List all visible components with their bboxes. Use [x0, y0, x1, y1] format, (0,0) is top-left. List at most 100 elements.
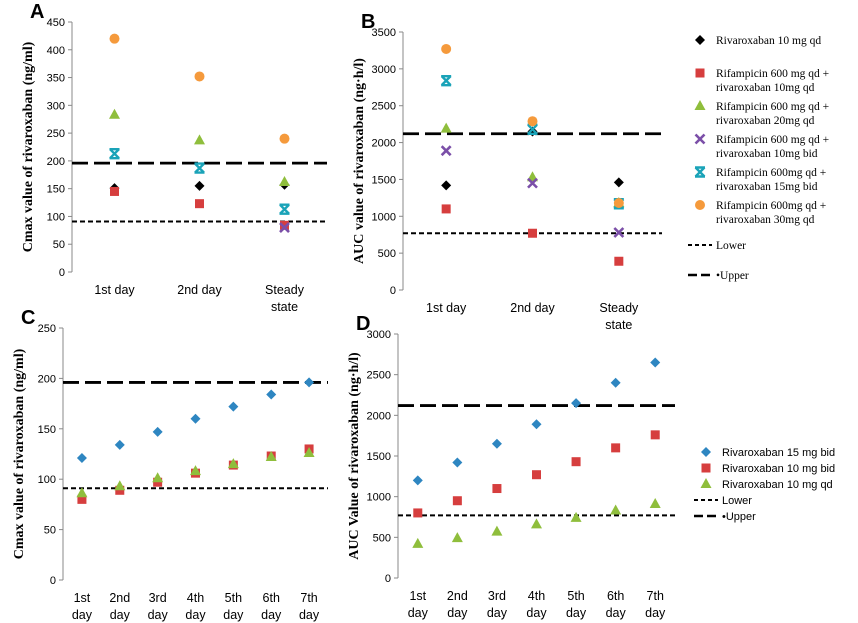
panel-b-point-s4-c1	[440, 145, 452, 157]
legend-top-label-1: Rivaroxaban 10 mg qd	[716, 35, 821, 47]
panel-a-point-s1-c2	[194, 180, 205, 191]
legend-bottom-label-2: Rivaroxaban 10 mg bid	[722, 463, 835, 475]
panel-c-point-s2-c1	[77, 494, 87, 504]
panel-a-ytick-label: 300	[47, 100, 65, 112]
panel-b-ytick-label: 500	[378, 248, 396, 260]
panel-c-point-s2-c3	[153, 477, 163, 487]
panel-c-ytick-label: 100	[38, 474, 56, 486]
legend-top-label-8: •Upper	[716, 270, 749, 282]
panel-c-xtick-label: 7th day	[299, 591, 320, 622]
legend-top-marker-3	[694, 100, 706, 110]
panel-c-point-s2-c2	[115, 485, 125, 495]
panel-d-xtick-label: 7th day	[645, 589, 666, 620]
legend-top-label-7: Lower	[716, 240, 746, 252]
panel-a-point-s2-c1	[110, 186, 119, 196]
panel-d-letter: D	[356, 313, 370, 335]
panel-c-xtick-label: 1st day	[72, 591, 93, 622]
panel-d-xtick-label: 1st day	[408, 589, 429, 620]
panel-a-ytick-label: 450	[47, 17, 65, 29]
panel-b-point-s2-c2	[528, 228, 537, 238]
panel-d-point-s2-c7	[650, 430, 660, 440]
panel-b-ytick-label: 2500	[372, 101, 396, 113]
panel-b-xtick-label: 2nd day	[510, 301, 555, 315]
panel-a-point-s6-c3	[279, 133, 290, 144]
panel-d-point-s2-c2	[452, 496, 462, 506]
legend-top-label-3: Rifampicin 600 mg qd + rivaroxaban 20mg q…	[716, 101, 829, 127]
panel-c-xtick-label: 2nd day	[109, 591, 130, 622]
panel-d-point-s3-c2	[451, 532, 463, 543]
panel-a-xtick-label: 2nd day	[177, 283, 222, 297]
panel-c-point-s3-c3	[152, 472, 164, 483]
panel-b-point-s3-c1	[440, 122, 452, 133]
panel-d-point-s1-c5	[571, 398, 582, 409]
panel-c-letter: C	[21, 307, 35, 329]
panel-d-ytick-label: 0	[385, 573, 391, 585]
panel-b-ytick-label: 3000	[372, 64, 396, 76]
panel-b-point-s2-c1	[441, 204, 451, 214]
panel-c-xtick-label: 4th day	[185, 591, 206, 622]
panel-a-ytick-label: 350	[47, 73, 65, 85]
panel-d-xtick-label: 4th day	[526, 589, 547, 620]
panel-d-ytick-label: 3000	[367, 329, 391, 341]
panel-b-point-s6-c1	[441, 43, 452, 54]
panel-b-letter: B	[361, 11, 375, 33]
panel-c-xtick-label: 6th day	[261, 591, 282, 622]
legend-top-label-5: Rifampicin 600mg qd + rivaroxaban 15mg bi…	[716, 167, 826, 193]
panel-b-chart: B 0 500 1000 1500 2000 2500 3000 3500 AUC value o…	[352, 11, 662, 332]
panel-d-point-s1-c4	[531, 419, 542, 430]
panel-b-xtick-label: 1st day	[426, 301, 467, 315]
panel-b-ytick-label: 3500	[372, 27, 396, 39]
panel-a-ytick-label: 50	[53, 239, 65, 251]
panel-c-point-s3-c7	[303, 446, 315, 457]
panel-d-xtick-label: 5th day	[566, 589, 587, 620]
panel-a-xtick-label: Steady state	[265, 283, 305, 314]
legend-bottom-marker-3	[700, 478, 712, 488]
panel-a-point-s4-c3	[279, 222, 290, 233]
panel-c-point-s1-c2	[114, 439, 125, 450]
panel-d-point-s3-c4	[531, 518, 542, 529]
panel-d-xtick-label: 3rd day	[487, 589, 508, 620]
panel-a-ytick-label: 250	[47, 128, 65, 140]
panel-c-ytick-label: 200	[38, 373, 56, 385]
legend-top-label-4: Rifampicin 600 mg qd + rivaroxaban 10mg b…	[716, 134, 829, 160]
panel-c-ylabel: Cmax value of rivaroxaban (ng/ml)	[12, 348, 27, 559]
panel-c-point-s1-c1	[76, 453, 87, 464]
panel-a-point-s5-c2	[194, 162, 205, 174]
panel-d-ytick-label: 1000	[367, 492, 391, 504]
legend-top: Rivaroxaban 10 mg qd Rifampicin 600 mg qd…	[688, 35, 829, 282]
panel-a-ytick-label: 0	[59, 267, 65, 279]
panel-d-ytick-label: 2500	[367, 370, 391, 382]
panel-b-ytick-label: 0	[390, 285, 396, 297]
panel-a-point-s6-c2	[194, 71, 205, 82]
panel-a-ytick-label: 100	[47, 211, 65, 223]
panel-c-point-s1-c3	[152, 426, 163, 437]
panel-c-ytick-label: 250	[38, 323, 56, 335]
panel-b-xtick-label: Steady state	[599, 301, 639, 332]
panel-b-point-s4-c3	[613, 227, 625, 238]
panel-b-point-s2-c3	[614, 256, 624, 266]
panel-a-point-s5-c1	[109, 147, 120, 160]
panel-a-ytick-label: 200	[47, 156, 65, 168]
panel-d-chart: D 0 500 1000 1500 2000 2500 3000 AUC Value of ri…	[347, 313, 675, 620]
panel-b-point-s1-c1	[441, 180, 452, 191]
panel-b-ytick-label: 1000	[372, 211, 396, 223]
panel-d-point-s1-c7	[650, 357, 661, 368]
panel-d-point-s1-c6	[610, 377, 621, 388]
panel-c-ytick-label: 50	[44, 525, 56, 537]
panel-a-ylabel: Cmax value of rivaroxaban (ng/ml)	[21, 41, 36, 252]
legend-top-marker-2	[695, 68, 705, 78]
panel-a-point-s3-c3	[279, 176, 290, 186]
panel-b-point-s5-c1	[440, 74, 452, 87]
panel-c-xtick-label: 5th day	[223, 591, 244, 622]
panel-a-ytick-label: 400	[47, 45, 65, 57]
panel-c-point-s3-c4	[190, 465, 201, 476]
panel-d-xtick-label: 2nd day	[447, 589, 468, 620]
panel-b-point-s1-c3	[613, 177, 624, 188]
panel-c-point-s3-c5	[227, 458, 239, 469]
legend-bottom-marker-1	[701, 447, 711, 457]
panel-a-letter: A	[30, 1, 44, 23]
panel-d-point-s2-c5	[571, 457, 581, 467]
panel-c-point-s1-c6	[266, 389, 277, 400]
panel-d-point-s1-c1	[412, 475, 423, 486]
